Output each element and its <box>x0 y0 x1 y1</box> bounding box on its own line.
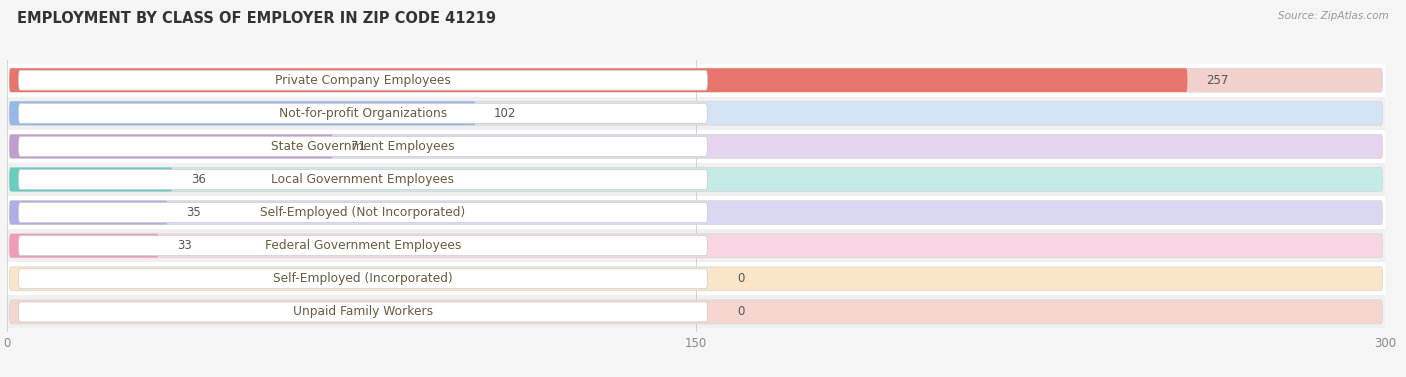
Text: 0: 0 <box>737 305 745 319</box>
Text: Local Government Employees: Local Government Employees <box>271 173 454 186</box>
FancyBboxPatch shape <box>10 135 333 158</box>
FancyBboxPatch shape <box>18 302 707 322</box>
FancyBboxPatch shape <box>10 167 173 192</box>
Text: 33: 33 <box>177 239 191 252</box>
FancyBboxPatch shape <box>18 203 707 222</box>
Text: 102: 102 <box>494 107 516 120</box>
FancyBboxPatch shape <box>10 201 1382 225</box>
FancyBboxPatch shape <box>18 236 707 256</box>
Bar <box>7 130 1385 163</box>
Text: State Government Employees: State Government Employees <box>271 140 454 153</box>
FancyBboxPatch shape <box>10 68 1382 92</box>
FancyBboxPatch shape <box>18 170 707 189</box>
Text: Federal Government Employees: Federal Government Employees <box>264 239 461 252</box>
FancyBboxPatch shape <box>10 234 159 257</box>
Text: 71: 71 <box>352 140 367 153</box>
Text: 35: 35 <box>186 206 201 219</box>
FancyBboxPatch shape <box>10 167 1382 192</box>
FancyBboxPatch shape <box>18 269 707 289</box>
Bar <box>7 64 1385 97</box>
Text: 0: 0 <box>737 272 745 285</box>
Text: 36: 36 <box>191 173 205 186</box>
FancyBboxPatch shape <box>18 70 707 90</box>
Text: Private Company Employees: Private Company Employees <box>276 74 451 87</box>
Text: Unpaid Family Workers: Unpaid Family Workers <box>292 305 433 319</box>
FancyBboxPatch shape <box>10 135 1382 158</box>
Bar <box>7 97 1385 130</box>
Text: 257: 257 <box>1206 74 1229 87</box>
FancyBboxPatch shape <box>10 68 1188 92</box>
FancyBboxPatch shape <box>10 101 475 125</box>
Text: EMPLOYMENT BY CLASS OF EMPLOYER IN ZIP CODE 41219: EMPLOYMENT BY CLASS OF EMPLOYER IN ZIP C… <box>17 11 496 26</box>
Bar <box>7 262 1385 295</box>
FancyBboxPatch shape <box>10 267 1382 291</box>
Bar <box>7 196 1385 229</box>
Text: Not-for-profit Organizations: Not-for-profit Organizations <box>278 107 447 120</box>
Text: Self-Employed (Not Incorporated): Self-Employed (Not Incorporated) <box>260 206 465 219</box>
Text: Self-Employed (Incorporated): Self-Employed (Incorporated) <box>273 272 453 285</box>
FancyBboxPatch shape <box>18 136 707 156</box>
FancyBboxPatch shape <box>10 201 167 225</box>
FancyBboxPatch shape <box>10 101 1382 125</box>
FancyBboxPatch shape <box>10 300 1382 324</box>
Bar <box>7 295 1385 328</box>
FancyBboxPatch shape <box>10 234 1382 257</box>
Bar <box>7 163 1385 196</box>
Bar <box>7 229 1385 262</box>
FancyBboxPatch shape <box>18 103 707 123</box>
Text: Source: ZipAtlas.com: Source: ZipAtlas.com <box>1278 11 1389 21</box>
